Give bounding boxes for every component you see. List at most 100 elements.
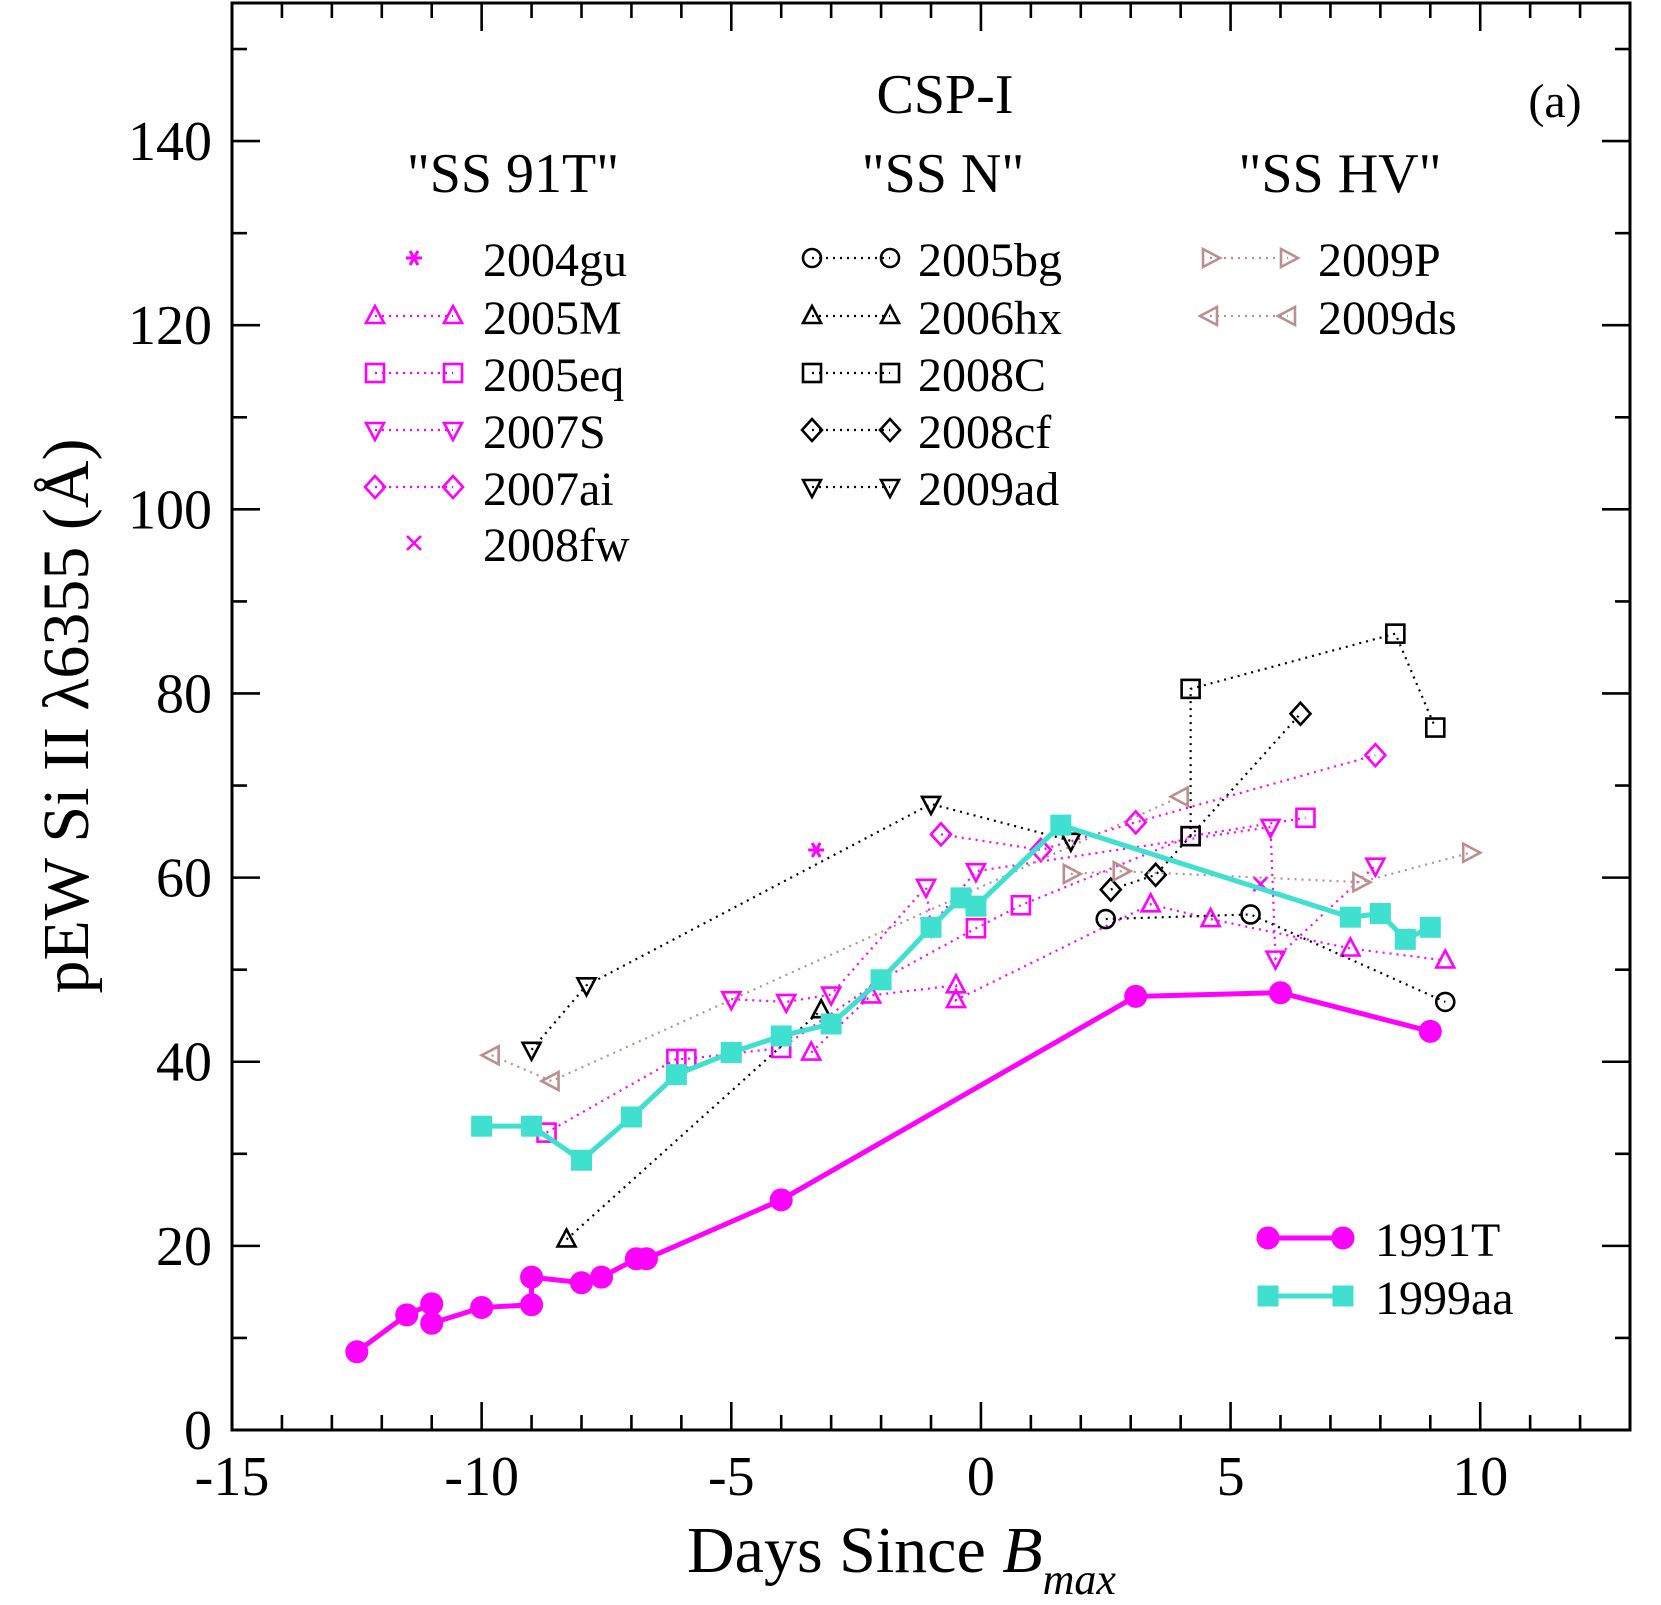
data-point-2007S xyxy=(720,990,743,1012)
legend-entry-2009ad: 2009ad xyxy=(800,463,1059,516)
legend-marker xyxy=(1257,1285,1279,1307)
data-point-1999aa xyxy=(521,1115,543,1137)
legend-label: 2006hx xyxy=(918,292,1062,345)
data-point-1999aa xyxy=(920,916,942,938)
data-point-1999aa xyxy=(1394,928,1416,950)
group-label-n: "SS N" xyxy=(862,143,1024,205)
series-2008C xyxy=(1180,623,1446,847)
data-point-1999aa xyxy=(471,1115,493,1137)
data-point-1991T xyxy=(1269,981,1292,1005)
data-point-2007S xyxy=(1259,818,1282,840)
legend-marker xyxy=(406,250,422,266)
legend-label: 1999aa xyxy=(1375,1272,1514,1325)
legend-marker xyxy=(1256,1226,1280,1250)
legend-marker xyxy=(800,478,824,500)
group-label-hv: "SS HV" xyxy=(1239,143,1442,205)
legend-entry-2007S: 2007S xyxy=(363,406,606,459)
data-point-2007S xyxy=(1264,950,1287,972)
legend-entry-2008C: 2008C xyxy=(801,349,1046,402)
data-point-2008cf xyxy=(1288,700,1313,727)
series-2009P xyxy=(1062,841,1484,894)
data-point-2005M xyxy=(1434,947,1457,969)
y-tick-label: 0 xyxy=(184,1400,212,1462)
legend-label: 2005bg xyxy=(918,234,1062,287)
data-point-1991T xyxy=(589,1265,613,1289)
data-point-1999aa xyxy=(1369,903,1391,925)
data-point-2008C xyxy=(1385,623,1406,644)
series-2007S xyxy=(720,818,1387,1015)
legend-marker xyxy=(879,362,901,384)
series-1999aa xyxy=(471,814,1441,1171)
legend-marker xyxy=(801,362,823,384)
legend-marker xyxy=(878,417,902,443)
y-tick-label: 100 xyxy=(128,479,212,541)
legend-entry-1991T: 1991T xyxy=(1256,1214,1500,1267)
legend-label: 2008C xyxy=(918,349,1046,402)
y-tick-label: 120 xyxy=(128,295,212,357)
x-axis-label-main: Days Since xyxy=(687,1514,1002,1587)
data-point-2009ds xyxy=(478,1044,500,1067)
data-point-2005M xyxy=(1139,891,1162,913)
y-tick-label: 40 xyxy=(156,1032,212,1094)
series-2005M xyxy=(800,891,1457,1061)
data-point-2005bg xyxy=(1434,991,1456,1013)
legend-label: 2009ad xyxy=(918,463,1059,516)
legend-entry-2005bg: 2005bg xyxy=(801,234,1062,287)
data-point-1999aa xyxy=(1419,916,1441,938)
legend-marker xyxy=(363,421,387,443)
data-point-2007ai xyxy=(929,821,953,848)
legend-marker xyxy=(800,417,824,443)
legend-marker xyxy=(1332,1285,1354,1307)
y-tick-label: 60 xyxy=(156,848,212,910)
legend-label: 2008cf xyxy=(918,406,1051,459)
data-point-1991T xyxy=(420,1311,444,1335)
data-point-2007S xyxy=(1364,857,1387,879)
data-point-1991T xyxy=(345,1340,369,1364)
data-point-2009P xyxy=(1112,860,1134,883)
legend-marker xyxy=(1331,1226,1355,1250)
legend-label: 2004gu xyxy=(483,234,627,287)
legend-entry-2008cf: 2008cf xyxy=(800,406,1051,459)
x-tick-label: 10 xyxy=(1452,1446,1508,1508)
legend-entry-2005eq: 2005eq xyxy=(364,349,624,402)
x-axis-label-sub: max xyxy=(1043,1555,1117,1604)
x-tick-label: 5 xyxy=(1217,1446,1245,1508)
legend-marker xyxy=(800,303,824,325)
group-label-91t: "SS 91T" xyxy=(407,143,619,205)
series-line-2009ad xyxy=(530,802,1072,1051)
data-point-2009P xyxy=(1461,841,1484,864)
series-2005bg xyxy=(1095,904,1456,1013)
data-point-2007S xyxy=(964,862,988,884)
legend-label: 2007S xyxy=(483,406,606,459)
legend-label: 2007ai xyxy=(483,463,614,516)
legend-label: 2005eq xyxy=(483,349,624,402)
legend-marker xyxy=(363,474,387,500)
x-axis-label-b: B xyxy=(1002,1514,1042,1587)
legend-entry-2008fw: 2008fw xyxy=(406,519,630,572)
legend-label: 2009P xyxy=(1318,234,1441,287)
series-2004gu xyxy=(808,842,825,858)
data-point-1999aa xyxy=(1050,814,1072,836)
series-line-2009P xyxy=(1070,851,1471,884)
legend-marker xyxy=(1201,246,1223,270)
y-tick-label: 140 xyxy=(128,111,212,173)
axis-ticks xyxy=(230,3,1630,1432)
data-point-1999aa xyxy=(965,895,987,917)
data-point-1999aa xyxy=(571,1149,592,1171)
plot-area xyxy=(230,1,1632,1432)
data-point-1999aa xyxy=(870,969,892,991)
legend-label: 2009ds xyxy=(1318,292,1457,345)
data-point-2005bg xyxy=(1095,908,1117,930)
series-2007ai xyxy=(929,742,1388,863)
legend-marker xyxy=(878,303,902,325)
legend-marker xyxy=(406,535,422,551)
legend-label: 1991T xyxy=(1375,1214,1500,1267)
legend-label: 2005M xyxy=(483,292,622,345)
legend-entry-2005M: 2005M xyxy=(363,292,622,345)
legend-marker xyxy=(441,421,465,443)
data-point-2005M xyxy=(944,987,968,1009)
data-point-2009ds xyxy=(1167,785,1189,808)
legend-marker xyxy=(879,247,901,269)
